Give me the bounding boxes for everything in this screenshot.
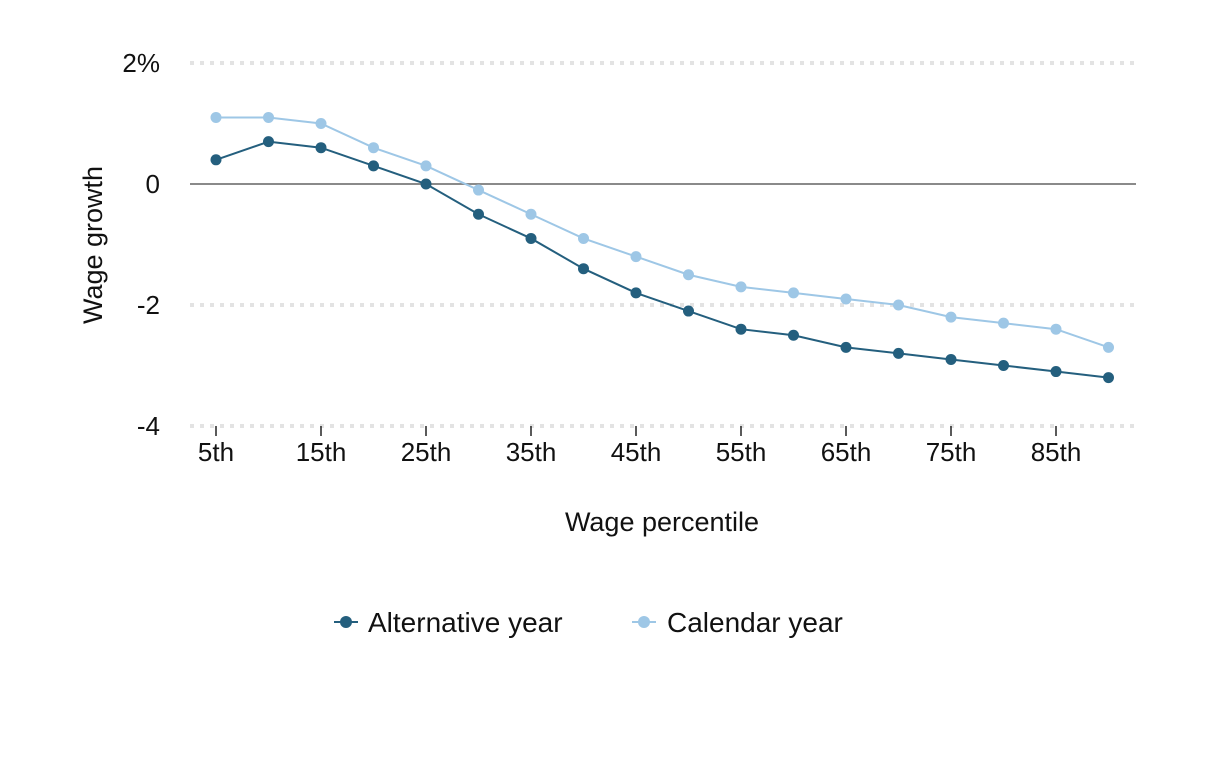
series-calendar-year xyxy=(210,111,1114,353)
x-tick-label: 5th xyxy=(198,437,234,467)
legend-swatch-dot xyxy=(340,616,352,628)
series-group xyxy=(210,111,1114,384)
data-point xyxy=(945,311,957,323)
x-tick-label: 75th xyxy=(926,437,977,467)
data-point xyxy=(420,160,432,172)
x-axis: 5th 15th 25th 35th 45th 55th 65th 75th 85th xyxy=(198,426,1081,467)
data-point xyxy=(263,111,274,123)
series-line xyxy=(215,140,1109,379)
legend-item: Alternative year xyxy=(334,607,563,638)
data-point xyxy=(578,263,589,275)
legend: Alternative year Calendar year xyxy=(334,607,843,638)
data-point xyxy=(893,299,904,311)
data-point xyxy=(210,111,222,123)
x-tick-label: 15th xyxy=(296,437,347,467)
y-axis: 2% 0 -2 -4 xyxy=(122,48,160,441)
x-tick-label: 35th xyxy=(506,437,557,467)
x-tick-label: 65th xyxy=(821,437,872,467)
y-tick-label: -4 xyxy=(137,411,160,441)
x-tick-label: 45th xyxy=(611,437,662,467)
data-point xyxy=(840,293,852,305)
x-tick-label: 85th xyxy=(1031,437,1082,467)
y-tick-label: -2 xyxy=(137,290,160,320)
data-point xyxy=(1103,372,1114,384)
data-point xyxy=(893,347,904,359)
legend-item: Calendar year xyxy=(632,607,843,638)
data-point xyxy=(683,269,694,281)
data-point xyxy=(998,317,1009,329)
data-point xyxy=(315,118,327,129)
data-point xyxy=(683,305,694,317)
data-point xyxy=(473,184,484,196)
data-point xyxy=(788,287,799,299)
data-point xyxy=(1050,323,1062,335)
data-point xyxy=(368,142,379,154)
data-point xyxy=(578,232,589,244)
gridlines xyxy=(190,61,1136,428)
x-tick-label: 55th xyxy=(716,437,767,467)
series-line xyxy=(216,116,1109,349)
legend-label: Calendar year xyxy=(667,607,843,638)
x-axis-title: Wage percentile xyxy=(565,507,759,537)
x-tick-label: 25th xyxy=(401,437,452,467)
data-point xyxy=(735,323,747,335)
data-point xyxy=(263,136,274,148)
data-point xyxy=(525,232,537,244)
data-point xyxy=(840,341,852,353)
data-point xyxy=(368,160,379,172)
data-point xyxy=(473,208,484,220)
data-point xyxy=(315,142,327,154)
y-tick-label: 0 xyxy=(146,169,160,199)
legend-label: Alternative year xyxy=(368,607,563,638)
legend-swatch-dot xyxy=(638,616,650,628)
series-alternative-year xyxy=(210,136,1114,384)
data-point xyxy=(420,178,432,190)
data-point xyxy=(525,208,537,220)
y-tick-label: 2% xyxy=(122,48,160,78)
data-point xyxy=(1103,341,1114,353)
data-point xyxy=(945,353,957,365)
data-point xyxy=(788,329,799,341)
data-point xyxy=(630,287,642,299)
data-point xyxy=(210,154,222,166)
data-point xyxy=(1050,366,1062,378)
y-axis-title: Wage growth xyxy=(78,166,108,324)
data-point xyxy=(998,360,1009,371)
data-point xyxy=(735,281,747,293)
data-point xyxy=(630,251,642,263)
